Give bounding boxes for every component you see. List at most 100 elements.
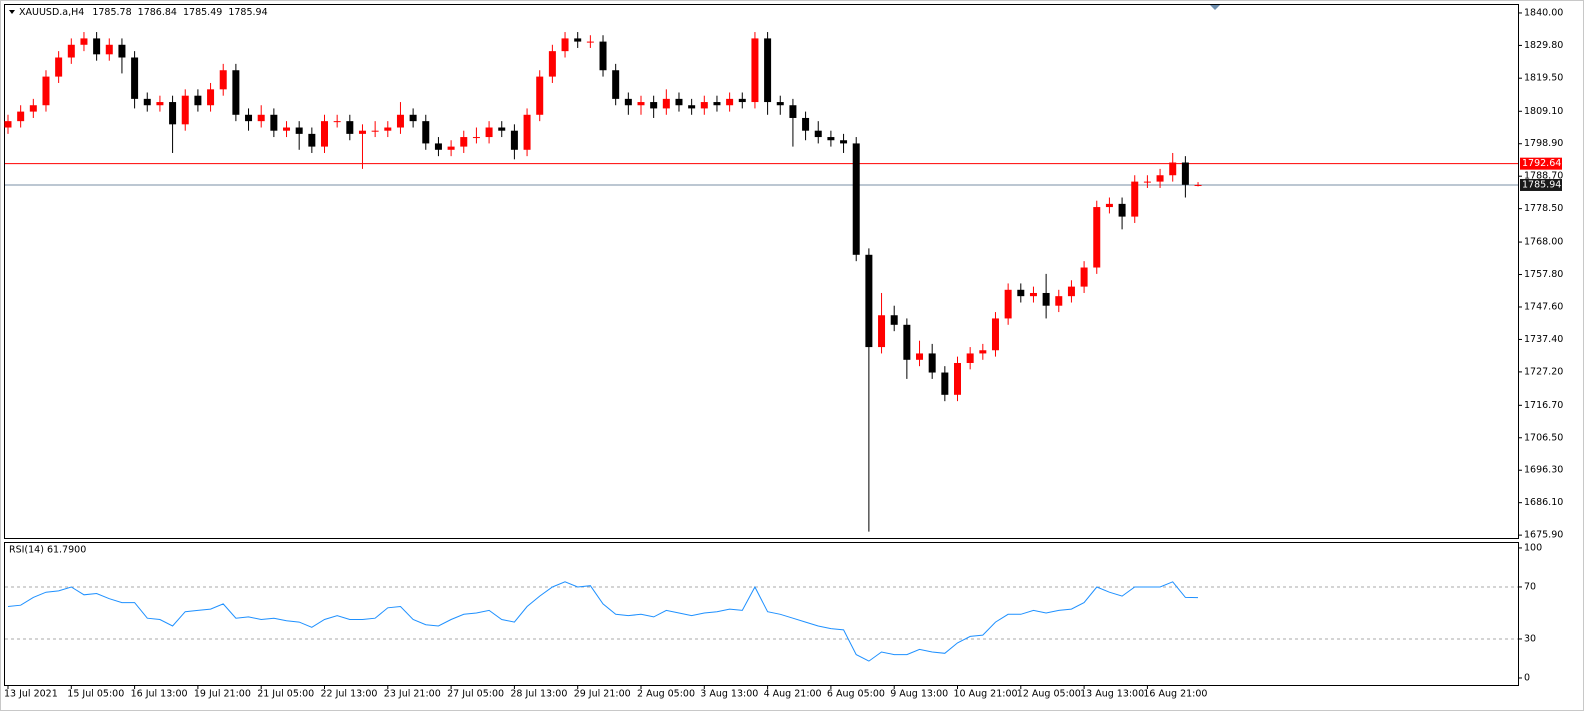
y-tick-label: 1768.00: [1524, 237, 1563, 248]
x-tick-label: 16 Aug 21:00: [1143, 689, 1207, 700]
candle-body: [903, 324, 911, 360]
candle-body: [814, 130, 822, 138]
x-tick-label: 15 Jul 05:00: [67, 689, 124, 700]
candle-body: [67, 44, 75, 58]
candle-body: [384, 127, 392, 131]
candle-body: [485, 127, 493, 138]
candle-body: [751, 38, 759, 103]
candle-body: [194, 95, 202, 106]
rsi-title: RSI(14) 61.7900: [9, 545, 86, 556]
candle-body: [42, 76, 50, 106]
y-tick-label: 1819.50: [1524, 73, 1563, 84]
candle-body: [637, 102, 645, 106]
candle-body: [991, 318, 999, 351]
y-tick-label: 1778.50: [1524, 203, 1563, 214]
candle-body: [283, 127, 291, 131]
x-tick-label: 19 Jul 21:00: [194, 689, 251, 700]
last-high: 1786.84: [138, 7, 177, 18]
candle-body: [409, 114, 417, 122]
candle-body: [232, 70, 240, 115]
candle-body: [624, 98, 632, 106]
candle-body: [295, 127, 303, 134]
candle-body: [599, 41, 607, 71]
x-tick-label: 12 Aug 05:00: [1017, 689, 1081, 700]
y-tick-label: 0: [1524, 672, 1530, 683]
y-tick-label: 1727.20: [1524, 366, 1563, 377]
candle-body: [827, 137, 835, 141]
x-tick-label: 3 Aug 13:00: [700, 689, 758, 700]
candle-body: [434, 143, 442, 150]
y-tick-label: 1716.70: [1524, 400, 1563, 411]
y-tick-label: 1829.80: [1524, 40, 1563, 51]
candle-body: [346, 121, 354, 134]
price-label-box: [1520, 178, 1562, 191]
candle-body: [1169, 162, 1177, 176]
y-tick-label: 1788.70: [1524, 171, 1563, 182]
y-tick-label: 1809.10: [1524, 106, 1563, 117]
x-tick-label: 29 Jul 21:00: [574, 689, 631, 700]
candle-body: [29, 105, 37, 112]
y-tick-label: 1757.80: [1524, 269, 1563, 280]
candle-body: [270, 114, 278, 131]
candle-body: [371, 130, 379, 132]
price-label: 1785.94: [1522, 179, 1561, 190]
candle-body: [321, 121, 328, 147]
candle-body: [1118, 203, 1126, 217]
candle-body: [650, 102, 658, 109]
price-panel: [4, 4, 1519, 539]
candle-body: [688, 105, 696, 109]
candle-body: [55, 57, 63, 77]
candle-body: [1181, 162, 1189, 185]
rsi-panel: [4, 542, 1519, 686]
candle-body: [852, 143, 860, 255]
candle-body: [675, 98, 683, 106]
candle-body: [308, 133, 316, 147]
candle-body: [1029, 292, 1037, 297]
candle-body: [156, 102, 164, 106]
candle-body: [1156, 175, 1164, 182]
candle-body: [93, 38, 101, 55]
candle-body: [80, 38, 88, 45]
x-tick-label: 23 Jul 21:00: [384, 689, 441, 700]
candle-body: [941, 372, 949, 395]
candle-body: [523, 114, 531, 150]
candle-body: [966, 353, 974, 363]
candle-body: [878, 315, 886, 348]
candle-body: [105, 44, 113, 55]
x-tick-label: 13 Aug 13:00: [1080, 689, 1144, 700]
chart-title: XAUUSD.a,H4 1785.78 1786.84 1785.49 1785…: [19, 7, 268, 18]
candle-body: [662, 98, 670, 109]
candle-body: [574, 38, 582, 42]
candle-body: [472, 137, 480, 139]
candle-body: [738, 98, 746, 103]
candle-body: [789, 105, 797, 118]
candle-body: [207, 89, 215, 106]
x-tick-label: 21 Jul 05:00: [257, 689, 314, 700]
candle-body: [245, 114, 253, 122]
x-tick-label: 4 Aug 21:00: [764, 689, 822, 700]
y-tick-label: 1706.50: [1524, 432, 1563, 443]
y-tick-label: 30: [1524, 633, 1536, 644]
candle-body: [358, 130, 366, 134]
price-label-box: [1520, 157, 1562, 170]
candle-body: [1004, 289, 1012, 319]
x-tick-label: 28 Jul 13:00: [510, 689, 567, 700]
y-tick-label: 1696.30: [1524, 465, 1563, 476]
candle-body: [143, 98, 151, 106]
x-tick-label: 22 Jul 13:00: [321, 689, 378, 700]
last-low: 1785.49: [183, 7, 222, 18]
x-tick-label: 16 Jul 13:00: [131, 689, 188, 700]
candle-body: [954, 362, 961, 395]
candle-body: [1143, 181, 1151, 183]
candle-body: [118, 44, 126, 58]
candle-body: [1131, 181, 1139, 217]
candle-body: [181, 95, 189, 125]
candle-body: [979, 350, 987, 354]
rsi-line: [7, 581, 1199, 662]
candle-body: [713, 102, 721, 106]
candle-body: [422, 121, 430, 144]
candle-body: [447, 146, 455, 150]
candle-body: [561, 38, 569, 52]
candle-body: [460, 137, 468, 147]
